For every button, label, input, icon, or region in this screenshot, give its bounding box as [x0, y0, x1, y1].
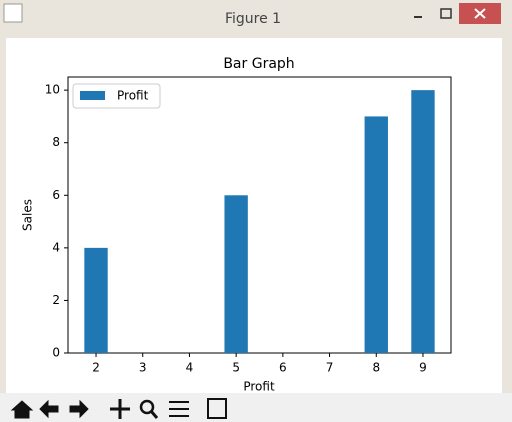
bar: [411, 90, 435, 354]
x-tick-label: 2: [92, 361, 100, 375]
x-tick-label: 5: [232, 361, 240, 375]
x-tick-label: 7: [326, 361, 334, 375]
y-tick-label: 8: [52, 135, 60, 149]
x-tick-label: 3: [139, 361, 147, 375]
close-button[interactable]: [459, 3, 501, 24]
bar: [364, 116, 388, 353]
y-tick-label: 0: [52, 346, 60, 360]
x-tick-label: 6: [279, 361, 287, 375]
window-title: Figure 1: [225, 11, 281, 27]
x-tick-label: 9: [419, 361, 427, 375]
axes-frame: [67, 76, 452, 354]
bar: [224, 195, 248, 353]
x-axis-label: Profit: [243, 380, 275, 394]
chart-title: Bar Graph: [223, 56, 294, 72]
toolbar-icons: [10, 398, 227, 419]
save-button[interactable]: [207, 398, 227, 419]
configure-button[interactable]: [169, 401, 189, 417]
back-button[interactable]: [39, 399, 59, 419]
x-tick-label: 4: [186, 361, 194, 375]
home-button[interactable]: [10, 400, 34, 419]
zoom-button[interactable]: [139, 399, 159, 419]
maximize-button[interactable]: [440, 8, 452, 19]
pan-button[interactable]: [110, 399, 130, 419]
legend-label: Profit: [117, 89, 149, 103]
y-tick-label: 4: [52, 240, 60, 254]
legend-swatch: [80, 91, 105, 100]
y-tick-label: 6: [52, 188, 60, 202]
legend-box: [72, 83, 161, 109]
y-tick-label: 2: [52, 293, 60, 307]
minimize-button[interactable]: [406, 4, 430, 24]
app-icon: [3, 3, 23, 23]
y-axis-label: Sales: [21, 199, 35, 231]
forward-button[interactable]: [69, 399, 89, 419]
y-tick-label: 10: [45, 83, 60, 97]
bar: [84, 247, 108, 353]
x-tick-label: 8: [372, 361, 380, 375]
